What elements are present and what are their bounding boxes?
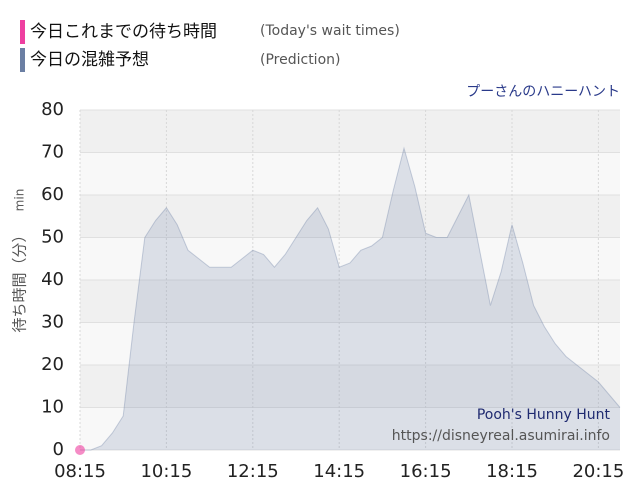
x-tick-label: 18:15 — [486, 461, 538, 482]
legend-note: (Today's wait times) — [260, 23, 400, 39]
x-tick-label: 14:15 — [313, 461, 365, 482]
plot-band — [80, 195, 620, 238]
y-tick-label: 0 — [53, 439, 64, 460]
x-tick-label: 12:15 — [227, 461, 279, 482]
x-tick-label: 10:15 — [140, 461, 192, 482]
y-tick-label: 40 — [41, 269, 64, 290]
y-tick-label: 20 — [41, 354, 64, 375]
x-tick-label: 20:15 — [572, 461, 624, 482]
y-tick-label: 70 — [41, 142, 64, 163]
legend-note: (Prediction) — [260, 52, 340, 68]
y-axis-unit: min — [13, 189, 27, 212]
chart-title: プーさんのハニーハント — [466, 84, 620, 100]
plot-band — [80, 110, 620, 153]
plot-band — [80, 280, 620, 323]
y-tick-label: 60 — [41, 184, 64, 205]
legend-label: 今日の混雑予想 — [30, 50, 149, 70]
plot-band — [80, 152, 620, 195]
legend-swatch — [20, 20, 25, 44]
y-tick-label: 50 — [41, 227, 64, 248]
y-tick-label: 80 — [41, 99, 64, 120]
wait-point — [75, 445, 85, 455]
plot-band — [80, 237, 620, 280]
x-tick-label: 16:15 — [400, 461, 452, 482]
plot-band — [80, 365, 620, 408]
plot-band — [80, 407, 620, 450]
prediction-area — [80, 148, 620, 450]
legend-swatch — [20, 48, 25, 72]
prediction-line — [80, 146, 621, 451]
y-axis-label: 待ち時間（分） — [11, 227, 29, 332]
y-tick-label: 30 — [41, 312, 64, 333]
watermark: https://disneyreal.asumirai.info — [392, 428, 610, 444]
y-tick-label: 10 — [41, 397, 64, 418]
plot-band — [80, 322, 620, 365]
legend-label: 今日これまでの待ち時間 — [30, 22, 217, 42]
watermark: Pooh's Hunny Hunt — [477, 407, 611, 423]
x-tick-label: 08:15 — [54, 461, 106, 482]
